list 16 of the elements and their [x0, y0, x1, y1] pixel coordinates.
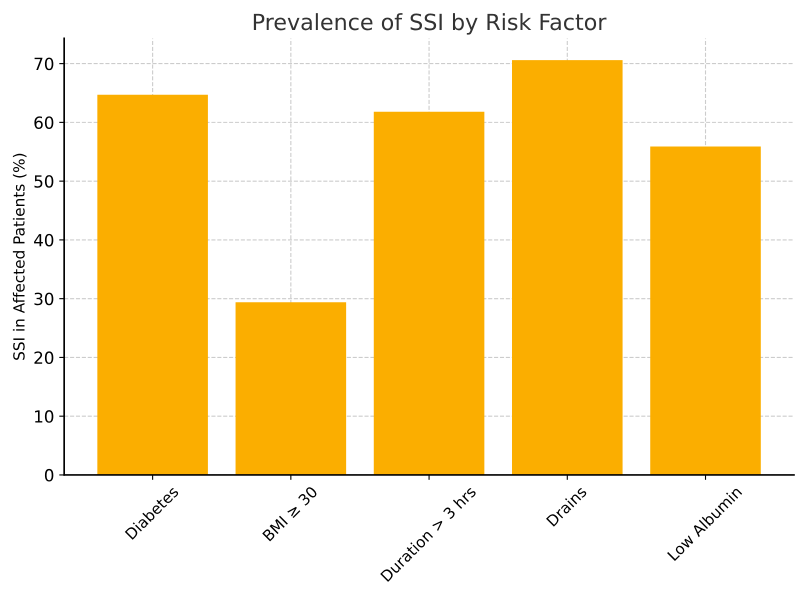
y-tick-label: 70 — [34, 58, 54, 70]
y-tick-label: 40 — [34, 234, 54, 246]
chart-title: Prevalence of SSI by Risk Factor — [254, 13, 606, 35]
x-tick-label: BMI ≥ 30 — [262, 486, 318, 542]
bar — [512, 60, 623, 475]
bar — [97, 94, 208, 475]
bar — [374, 112, 484, 475]
y-tick-label: 0 — [44, 468, 54, 482]
y-tick-label: 50 — [34, 175, 54, 188]
y-tick-label: 30 — [34, 292, 54, 306]
bar — [650, 146, 761, 475]
y-axis-title: SSI in Affected Patients (%) — [12, 154, 27, 360]
y-tick-label: 10 — [35, 410, 54, 423]
bar — [236, 302, 346, 475]
y-tick-label: 60 — [34, 116, 54, 129]
y-tick-label: 20 — [34, 351, 54, 364]
